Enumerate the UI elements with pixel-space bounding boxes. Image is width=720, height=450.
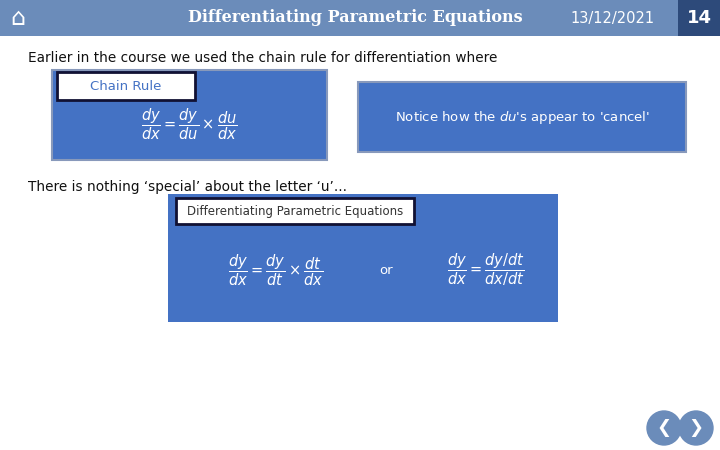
Text: Earlier in the course we used the chain rule for differentiation where: Earlier in the course we used the chain … [28, 51, 498, 65]
Text: Differentiating Parametric Equations: Differentiating Parametric Equations [187, 204, 403, 217]
Text: $\dfrac{dy}{dx} = \dfrac{dy}{dt} \times \dfrac{dt}{dx}$: $\dfrac{dy}{dx} = \dfrac{dy}{dt} \times … [228, 252, 324, 288]
Text: $\dfrac{dy}{dx} = \dfrac{dy/dt}{dx/dt}$: $\dfrac{dy}{dx} = \dfrac{dy/dt}{dx/dt}$ [447, 252, 525, 288]
Text: ❮: ❮ [657, 419, 672, 437]
Text: Chain Rule: Chain Rule [90, 80, 162, 93]
Text: or: or [379, 264, 393, 276]
Text: There is nothing ‘special’ about the letter ‘u’...: There is nothing ‘special’ about the let… [28, 180, 347, 194]
Text: 13/12/2021: 13/12/2021 [570, 10, 654, 26]
FancyBboxPatch shape [358, 82, 686, 152]
FancyBboxPatch shape [176, 198, 414, 224]
FancyBboxPatch shape [57, 72, 195, 100]
Text: 14: 14 [686, 9, 711, 27]
Circle shape [679, 411, 713, 445]
FancyBboxPatch shape [678, 0, 720, 36]
Text: ⌂: ⌂ [11, 6, 25, 30]
Text: Notice how the $du$'s appear to 'cancel': Notice how the $du$'s appear to 'cancel' [395, 108, 649, 126]
Text: $\dfrac{dy}{dx} = \dfrac{dy}{du} \times \dfrac{du}{dx}$: $\dfrac{dy}{dx} = \dfrac{dy}{du} \times … [141, 106, 238, 142]
FancyBboxPatch shape [52, 70, 327, 160]
Text: ❯: ❯ [688, 419, 703, 437]
Circle shape [647, 411, 681, 445]
Text: Differentiating Parametric Equations: Differentiating Parametric Equations [188, 9, 522, 27]
FancyBboxPatch shape [0, 0, 720, 36]
FancyBboxPatch shape [168, 194, 558, 322]
